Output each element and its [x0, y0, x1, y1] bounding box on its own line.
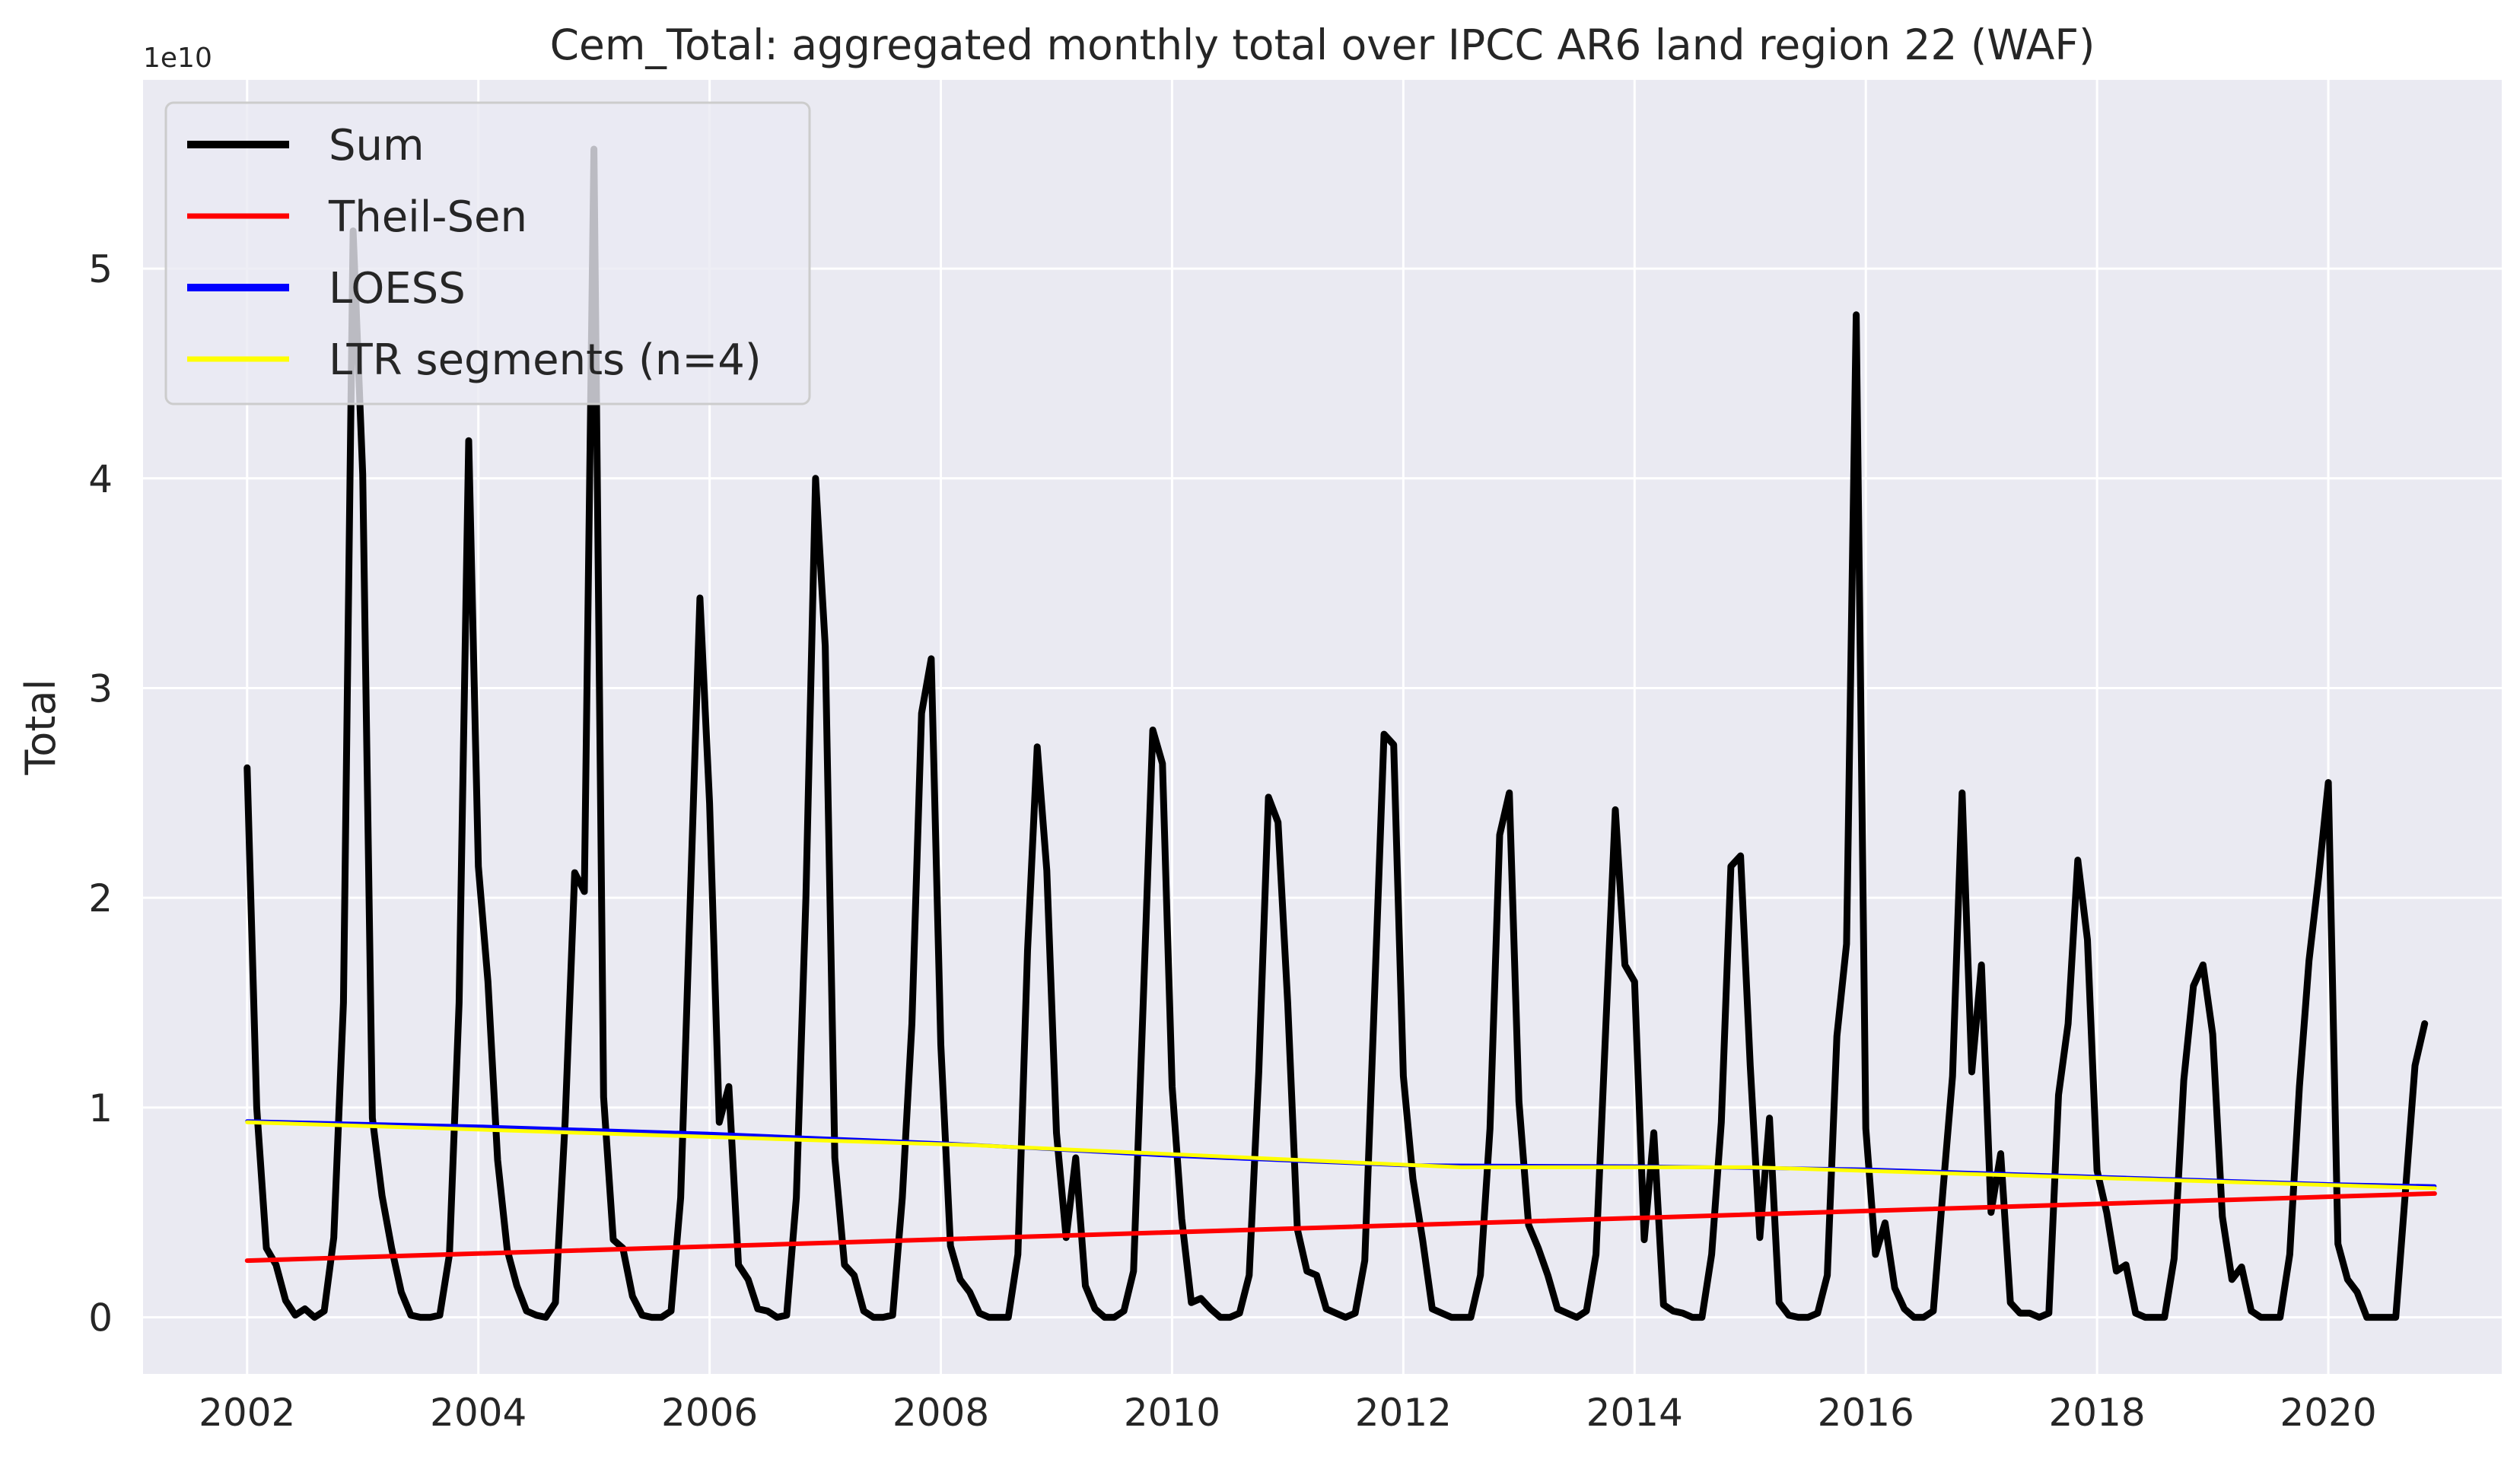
ltr-segments-line: [245, 1120, 2437, 1191]
legend-label: LOESS: [329, 264, 466, 313]
x-tick-label: 2020: [2280, 1391, 2376, 1435]
x-tick-label: 2014: [1586, 1391, 1683, 1435]
x-tick-label: 2012: [1355, 1391, 1452, 1435]
legend-label: Theil-Sen: [328, 192, 527, 242]
y-offset-label: 1e10: [143, 43, 212, 74]
x-tick-label: 2004: [430, 1391, 527, 1435]
x-tick-label: 2006: [661, 1391, 758, 1435]
legend-label: Sum: [329, 121, 425, 170]
x-tick-label: 2018: [2049, 1391, 2146, 1435]
y-tick-label: 2: [88, 876, 113, 921]
series-layer: [243, 145, 2437, 1321]
theil-sen-line: [244, 1191, 2437, 1264]
legend-box: [164, 101, 811, 405]
x-tick-label: 2010: [1124, 1391, 1220, 1435]
chart-title: Cem_Total: aggregated monthly total over…: [550, 21, 2095, 69]
y-axis: 0 1 2 3 4 5: [88, 247, 113, 1340]
legend-label: LTR segments (n=4): [329, 335, 762, 385]
y-tick-label: 3: [88, 666, 113, 711]
y-tick-label: 1: [88, 1086, 113, 1130]
legend: Sum Theil-Sen LOESS LTR segments (n=4): [164, 101, 811, 405]
y-tick-label: 0: [88, 1296, 113, 1340]
sum-line: [243, 145, 2429, 1321]
y-tick-label: 4: [88, 457, 113, 501]
x-tick-label: 2016: [1818, 1391, 1914, 1435]
x-tick-label: 2002: [199, 1391, 295, 1435]
y-tick-label: 5: [88, 247, 113, 291]
y-axis-title: Total: [17, 679, 65, 775]
x-tick-label: 2008: [892, 1391, 989, 1435]
x-axis: 2002 2004 2006 2008 2010 2012 2014 2016 2018 2020: [199, 1391, 2377, 1435]
